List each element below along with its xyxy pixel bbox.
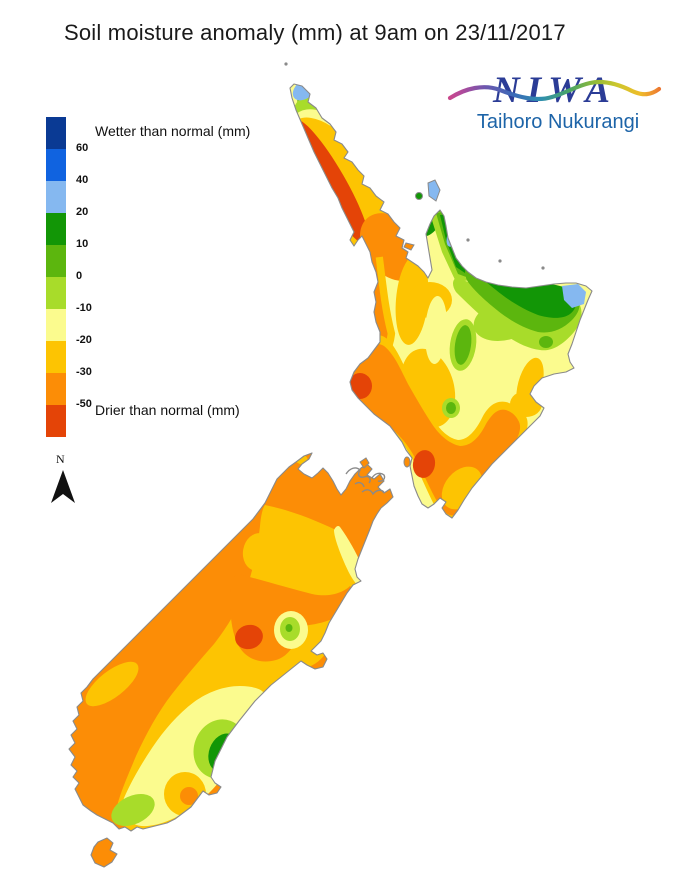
legend-swatch [46,213,66,245]
legend-tick: -50 [76,398,92,410]
legend-color-scale [46,117,66,437]
legend-tick: 0 [76,270,83,282]
legend-drier-label: Drier than normal (mm) [95,402,240,418]
legend-tick: -20 [76,334,92,346]
south-island-fill [69,453,393,831]
north-island-coastline [289,83,593,519]
legend-swatch [46,181,66,213]
legend-tick: 20 [76,206,89,218]
page-title: Soil moisture anomaly (mm) at 9am on 23/… [64,20,566,45]
stewart-island-coastline [90,837,118,868]
niwa-subtitle: Taihoro Nukurangi [477,111,639,133]
legend-swatch [46,341,66,373]
legend-swatch [46,149,66,181]
legend-tick: 10 [76,238,89,250]
legend-swatch [46,405,66,437]
stewart-island-fill [91,838,117,867]
legend-swatch [46,245,66,277]
niwa-logo: NIWA Taihoro Nukurangi [447,70,662,133]
offshore-islands [284,62,545,469]
rainbow-wave-icon [447,79,662,102]
legend-tick: 40 [76,174,89,186]
legend-tick: -10 [76,302,92,314]
legend-tick: 60 [76,142,89,154]
legend-swatch [46,373,66,405]
south-island-coastline [68,452,394,832]
north-arrow-icon [51,470,75,503]
marlborough-sounds-coast [345,467,386,496]
north-label: N [56,452,65,466]
legend-swatch [46,309,66,341]
legend-tick-labels: 60 40 20 10 0 -10 -20 -30 -50 [76,117,110,469]
legend-wetter-label: Wetter than normal (mm) [95,123,251,139]
niwa-wordmark: NIWA [492,70,617,111]
legend-tick: -30 [76,366,92,378]
legend-swatch [46,277,66,309]
legend-swatch [46,117,66,149]
